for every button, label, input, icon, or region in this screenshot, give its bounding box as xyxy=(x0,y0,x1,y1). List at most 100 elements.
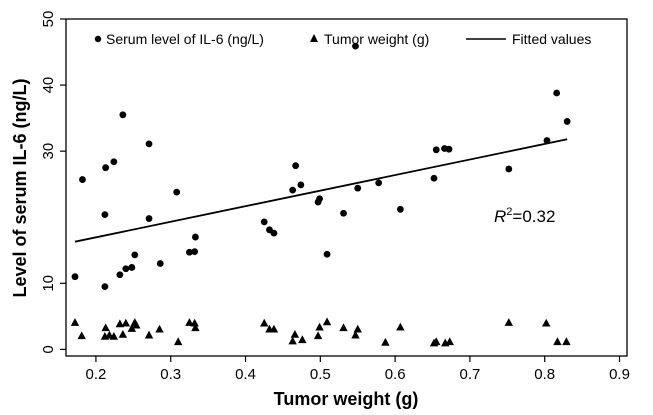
r-squared-symbol: R xyxy=(494,207,506,226)
tumor-weight-point xyxy=(144,330,154,339)
x-tick-label: 0.5 xyxy=(310,366,331,383)
tumor-weight-point xyxy=(121,318,131,327)
il6-point xyxy=(432,146,440,154)
tumor-weight-point xyxy=(101,323,110,332)
il6-point xyxy=(340,209,347,217)
plot-frame xyxy=(65,18,628,357)
il6-point xyxy=(102,164,110,172)
tumor-weight-point xyxy=(127,324,137,332)
x-axis-label: Tumor weight (g) xyxy=(274,389,419,409)
r-squared-exponent: 2 xyxy=(506,206,512,218)
il6-point xyxy=(505,165,513,173)
tumor-weight-point xyxy=(269,324,279,333)
fitted-values-layer xyxy=(74,138,568,243)
il6-point xyxy=(192,233,199,241)
tumor-weight-point xyxy=(298,335,307,344)
il6-point xyxy=(145,215,153,222)
tumor-weight-point xyxy=(322,317,332,326)
il6-point xyxy=(354,184,362,192)
legend-label-il6: Serum level of IL-6 (ng/L) xyxy=(106,31,264,47)
il6-point xyxy=(323,250,331,258)
tumor-weight-point xyxy=(77,331,86,340)
tumor-weight-point xyxy=(381,337,390,346)
tumor-weight-point xyxy=(504,318,514,326)
tumor-weight-point xyxy=(260,318,269,327)
r-squared-value: =0.32 xyxy=(512,207,555,226)
il6-point xyxy=(101,283,109,291)
il6-point xyxy=(543,137,551,144)
legend-circle-marker xyxy=(94,35,102,43)
tumor-weight-point xyxy=(542,318,551,327)
tumor-weight-point xyxy=(553,337,562,346)
il6-point xyxy=(186,248,193,256)
il6-point xyxy=(122,265,130,273)
tumor-weight-point xyxy=(288,336,297,345)
tumor-weight-point xyxy=(115,319,125,328)
il6-point xyxy=(352,42,359,50)
tumor-weight-point xyxy=(339,323,348,332)
r-squared-annotation: R2=0.32 xyxy=(494,206,555,226)
il6-point xyxy=(131,251,139,259)
x-tick-label: 0.4 xyxy=(235,366,256,383)
il6-points-layer xyxy=(71,42,571,291)
il6-point xyxy=(430,174,438,182)
il6-point xyxy=(289,186,297,194)
x-tick-label: 0.8 xyxy=(534,366,555,383)
tumor-weight-point xyxy=(118,329,128,338)
tumor-weight-point xyxy=(155,324,164,333)
fitted-line xyxy=(74,138,568,243)
tumor-weight-point xyxy=(109,331,119,340)
il6-point xyxy=(71,273,79,281)
y-tick-label: 50 xyxy=(40,11,57,28)
il6-point xyxy=(375,179,383,187)
x-tick-label: 0.6 xyxy=(385,366,406,383)
tumor-weight-point xyxy=(562,337,571,346)
x-axis: 0.2 0.3 0.4 0.5 0.6 0.7 0.8 0.9 xyxy=(85,356,630,383)
il6-point xyxy=(553,89,561,97)
y-axis: 0 10 30 40 50 xyxy=(40,11,66,354)
x-tick-label: 0.2 xyxy=(85,366,106,383)
il6-point xyxy=(110,158,118,166)
il6-point xyxy=(297,181,305,189)
y-tick-label: 40 xyxy=(40,77,57,94)
il6-point xyxy=(260,218,268,226)
tumor-weight-point xyxy=(432,337,441,346)
tumor-weight-point xyxy=(351,330,360,339)
legend-triangle-marker xyxy=(310,34,318,42)
x-tick-label: 0.7 xyxy=(459,366,480,383)
il6-point xyxy=(396,205,404,213)
x-tick-label: 0.9 xyxy=(609,366,630,383)
tumor-weight-point xyxy=(191,323,200,332)
tumor-weight-point xyxy=(70,318,80,326)
legend-label-fitted-values: Fitted values xyxy=(512,31,591,47)
il6-point xyxy=(145,140,153,148)
il6-point xyxy=(79,176,86,183)
y-tick-label: 30 xyxy=(40,143,57,160)
il6-point xyxy=(270,229,278,237)
tumor-weight-point xyxy=(396,322,405,331)
il6-point xyxy=(156,260,164,267)
tumor-weight-point xyxy=(313,331,323,340)
il6-point xyxy=(101,211,109,218)
legend-label-tumor-weight: Tumor weight (g) xyxy=(324,31,429,47)
il6-point xyxy=(173,188,181,196)
tumor-weight-points-layer xyxy=(70,317,571,347)
x-tick-label: 0.3 xyxy=(160,366,181,383)
tumor-weight-point xyxy=(190,318,199,327)
y-axis-label: Level of serum IL-6 (ng/L) xyxy=(10,78,30,297)
tumor-weight-point xyxy=(290,329,300,338)
il6-point xyxy=(116,271,124,279)
il6-point xyxy=(119,111,127,119)
tumor-weight-point xyxy=(185,318,194,326)
il6-point xyxy=(191,248,199,255)
tumor-weight-point xyxy=(445,337,454,346)
tumor-weight-point xyxy=(174,337,183,346)
legend: Serum level of IL-6 (ng/L) Tumor weight … xyxy=(94,31,591,47)
y-tick-label: 10 xyxy=(40,275,57,292)
tumor-weight-point xyxy=(353,324,362,333)
y-tick-label: 0 xyxy=(40,345,57,353)
il6-point xyxy=(316,195,323,203)
il6-point xyxy=(292,162,300,170)
